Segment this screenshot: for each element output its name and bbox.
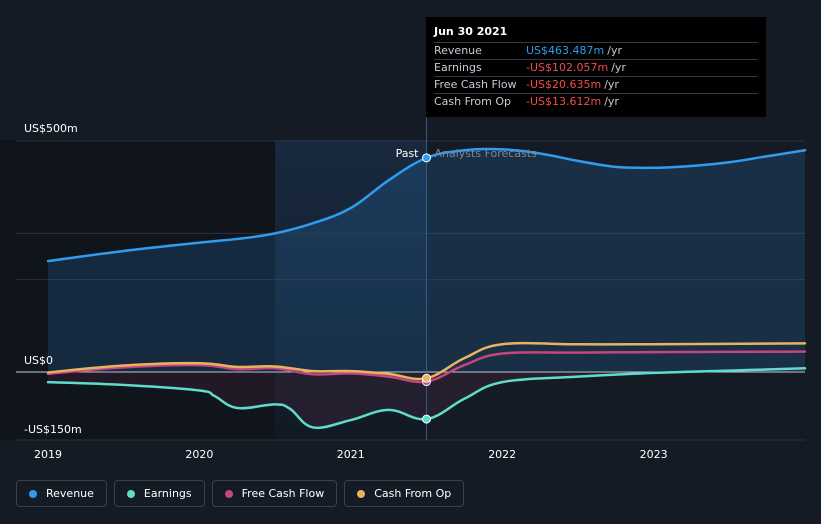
tooltip-value: -US$20.635m xyxy=(526,78,602,91)
legend-item-revenue[interactable]: Revenue xyxy=(16,480,107,507)
tooltip-value: -US$13.612m xyxy=(526,95,602,108)
x-axis-labels: 2019 2020 2021 2022 2023 xyxy=(34,448,668,461)
free-cash-flow-dot-icon xyxy=(224,489,233,498)
tooltip-label: Revenue xyxy=(434,44,482,57)
tooltip-unit: /yr xyxy=(611,61,626,74)
forecast-label: Analysts Forecasts xyxy=(435,147,538,160)
revenue-dot-icon xyxy=(29,489,37,498)
series-lines xyxy=(46,147,807,430)
revenue-marker xyxy=(422,153,431,163)
tooltip-unit: /yr xyxy=(604,95,619,108)
cash-from-op-dot-icon xyxy=(357,489,366,498)
legend: Revenue Earnings Free Cash Flow Cash Fro… xyxy=(16,480,465,509)
legend-label: Free Cash Flow xyxy=(241,487,325,500)
cash-from-op-marker xyxy=(422,373,431,383)
cash-from-op-line xyxy=(46,341,807,381)
tooltip-row-earnings: Earnings -US$102.057m /yr xyxy=(434,59,758,76)
tooltip-value: US$463.487m xyxy=(526,44,605,57)
legend-label: Earnings xyxy=(143,487,192,500)
tooltip-row-cash-from-op: Cash From Op -US$13.612m /yr xyxy=(434,93,758,110)
earnings-marker xyxy=(422,414,431,424)
tooltip-label: Cash From Op xyxy=(434,95,512,108)
legend-label: Cash From Op xyxy=(374,487,452,500)
free-cash-flow-line xyxy=(46,350,807,384)
earnings-dot-icon xyxy=(126,489,135,498)
tooltip-value: -US$102.057m xyxy=(526,61,609,74)
legend-item-free-cash-flow[interactable]: Free Cash Flow xyxy=(211,480,338,507)
highlight-band xyxy=(275,140,427,440)
tooltip-label: Free Cash Flow xyxy=(434,78,517,91)
tooltip-row-free-cash-flow: Free Cash Flow -US$20.635m /yr xyxy=(434,76,758,93)
past-label: Past xyxy=(396,147,420,160)
y-label-zero: US$0 xyxy=(24,354,53,367)
y-label-bottom: -US$150m xyxy=(24,423,82,436)
x-tick-label: 2020 xyxy=(185,448,213,461)
x-tick-label: 2022 xyxy=(488,448,516,461)
tooltip-unit: /yr xyxy=(607,44,622,57)
earnings-line xyxy=(46,367,807,430)
tooltip-date: Jun 30 2021 xyxy=(434,25,508,38)
legend-label: Revenue xyxy=(46,487,94,500)
y-label-top: US$500m xyxy=(24,122,78,135)
x-tick-label: 2021 xyxy=(337,448,365,461)
series-markers xyxy=(422,153,431,424)
revenue-line xyxy=(46,147,807,263)
y-axis-labels: US$500m US$0 -US$150m xyxy=(24,122,82,436)
tooltip-unit: /yr xyxy=(604,78,619,91)
x-tick-label: 2023 xyxy=(640,448,668,461)
tooltip-label: Earnings xyxy=(434,61,482,74)
legend-item-cash-from-op[interactable]: Cash From Op xyxy=(344,480,465,507)
tooltip-row-revenue: Revenue US$463.487m /yr xyxy=(434,42,758,59)
legend-item-earnings[interactable]: Earnings xyxy=(113,480,205,507)
tooltip: Jun 30 2021 Revenue US$463.487m /yr Earn… xyxy=(426,17,766,117)
x-tick-label: 2019 xyxy=(34,448,62,461)
